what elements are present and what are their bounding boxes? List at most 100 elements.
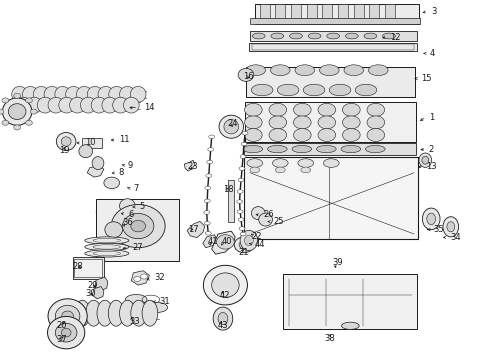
Ellipse shape [55, 305, 80, 327]
Ellipse shape [327, 33, 340, 39]
Text: 8: 8 [118, 168, 123, 177]
Ellipse shape [23, 86, 38, 102]
Ellipse shape [317, 145, 336, 153]
Ellipse shape [204, 211, 210, 214]
Ellipse shape [247, 159, 263, 167]
Ellipse shape [245, 235, 253, 246]
Text: 13: 13 [426, 162, 437, 171]
Ellipse shape [318, 129, 336, 141]
Ellipse shape [61, 328, 71, 337]
Text: 2: 2 [429, 145, 434, 154]
Ellipse shape [207, 160, 213, 164]
Text: 28: 28 [73, 262, 83, 271]
Ellipse shape [343, 129, 360, 141]
Text: 7: 7 [134, 184, 139, 193]
Ellipse shape [104, 177, 120, 189]
Ellipse shape [219, 115, 244, 138]
FancyBboxPatch shape [260, 4, 270, 19]
Ellipse shape [92, 157, 104, 170]
Ellipse shape [245, 103, 262, 116]
Ellipse shape [422, 208, 440, 230]
FancyBboxPatch shape [228, 180, 234, 222]
Ellipse shape [131, 220, 146, 232]
Text: 18: 18 [223, 184, 234, 194]
Ellipse shape [91, 97, 107, 113]
Ellipse shape [224, 120, 239, 134]
Text: 39: 39 [332, 258, 343, 267]
Ellipse shape [368, 65, 388, 76]
Polygon shape [131, 271, 149, 285]
Text: 31: 31 [159, 297, 170, 306]
Ellipse shape [422, 156, 429, 164]
FancyBboxPatch shape [291, 4, 301, 19]
Ellipse shape [237, 200, 243, 203]
Ellipse shape [242, 131, 248, 135]
Ellipse shape [33, 86, 49, 102]
Ellipse shape [8, 104, 26, 120]
FancyBboxPatch shape [82, 138, 102, 148]
Text: 30: 30 [85, 289, 96, 298]
Ellipse shape [245, 116, 262, 129]
Ellipse shape [367, 129, 385, 141]
Ellipse shape [259, 213, 272, 226]
Polygon shape [95, 277, 108, 291]
FancyBboxPatch shape [255, 4, 419, 24]
Ellipse shape [62, 311, 74, 321]
FancyBboxPatch shape [74, 259, 102, 277]
Ellipse shape [238, 178, 244, 182]
Ellipse shape [427, 213, 436, 225]
Ellipse shape [120, 199, 135, 213]
Ellipse shape [238, 68, 254, 81]
Ellipse shape [2, 120, 9, 125]
FancyBboxPatch shape [369, 4, 379, 19]
Ellipse shape [206, 174, 212, 177]
Text: 11: 11 [120, 135, 130, 144]
Ellipse shape [85, 243, 129, 251]
FancyBboxPatch shape [250, 31, 417, 41]
Text: 35: 35 [433, 225, 444, 234]
Ellipse shape [74, 300, 90, 326]
Ellipse shape [271, 33, 284, 39]
Ellipse shape [270, 65, 290, 76]
FancyBboxPatch shape [275, 4, 285, 19]
Text: 3: 3 [431, 7, 437, 16]
FancyBboxPatch shape [354, 4, 364, 19]
Ellipse shape [87, 86, 103, 102]
FancyBboxPatch shape [245, 102, 416, 142]
Text: 20: 20 [57, 321, 67, 330]
Ellipse shape [55, 323, 77, 342]
Ellipse shape [298, 159, 314, 167]
FancyBboxPatch shape [96, 199, 179, 261]
Ellipse shape [292, 145, 312, 153]
Ellipse shape [240, 155, 246, 158]
Text: 24: 24 [227, 119, 238, 128]
Text: 9: 9 [128, 161, 133, 170]
Ellipse shape [367, 103, 385, 116]
Text: 38: 38 [324, 334, 335, 343]
Ellipse shape [30, 109, 37, 114]
Ellipse shape [237, 210, 243, 213]
Text: 22: 22 [251, 233, 262, 242]
Ellipse shape [113, 97, 128, 113]
Text: 4: 4 [429, 49, 435, 58]
Ellipse shape [343, 116, 360, 129]
Ellipse shape [0, 109, 4, 114]
Ellipse shape [208, 148, 214, 151]
Ellipse shape [294, 129, 311, 141]
Ellipse shape [290, 33, 302, 39]
Polygon shape [92, 287, 104, 299]
Ellipse shape [241, 142, 247, 146]
Ellipse shape [250, 167, 260, 173]
Ellipse shape [318, 116, 336, 129]
Ellipse shape [131, 300, 147, 326]
Ellipse shape [213, 307, 233, 330]
Ellipse shape [70, 97, 85, 113]
Ellipse shape [120, 86, 135, 102]
Text: 17: 17 [188, 225, 199, 234]
Text: 43: 43 [218, 321, 229, 330]
Ellipse shape [303, 84, 325, 96]
Ellipse shape [204, 199, 210, 203]
Ellipse shape [48, 299, 87, 333]
Text: 36: 36 [122, 218, 133, 227]
Ellipse shape [80, 97, 96, 113]
